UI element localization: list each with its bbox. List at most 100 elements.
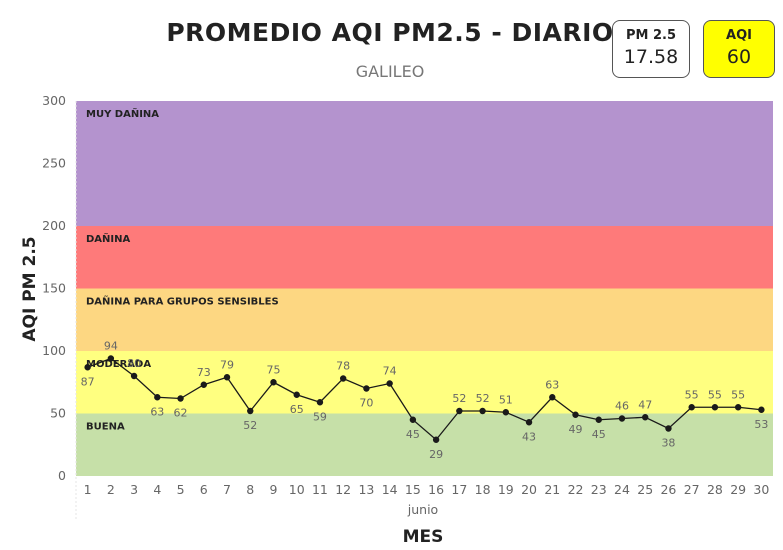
x-tick-label-20: 21 bbox=[544, 482, 560, 497]
x-tick-label-26: 27 bbox=[684, 482, 700, 497]
data-label-26: 55 bbox=[685, 388, 699, 401]
x-tick-label-29: 30 bbox=[753, 482, 769, 497]
x-axis-title: MES bbox=[403, 527, 444, 547]
x-tick-label-9: 10 bbox=[289, 482, 305, 497]
data-label-2: 80 bbox=[127, 357, 141, 370]
x-tick-label-23: 24 bbox=[614, 482, 630, 497]
x-tick-label-22: 23 bbox=[591, 482, 607, 497]
data-label-11: 78 bbox=[336, 360, 350, 373]
aqi-card-value: 60 bbox=[726, 46, 752, 68]
data-point-28 bbox=[734, 404, 742, 411]
data-point-1 bbox=[107, 355, 115, 362]
data-point-27 bbox=[711, 404, 719, 411]
data-label-28: 55 bbox=[731, 388, 745, 401]
x-tick-label-16: 17 bbox=[451, 482, 467, 497]
data-point-17 bbox=[479, 407, 486, 415]
x-tick-label-5: 6 bbox=[200, 482, 208, 497]
aqi-card-label: AQI bbox=[726, 28, 752, 43]
x-tick-label-12: 13 bbox=[358, 482, 374, 497]
x-tick-label-18: 19 bbox=[498, 482, 514, 497]
y-tick-label-0: 0 bbox=[58, 468, 66, 483]
data-point-22 bbox=[595, 416, 602, 423]
data-label-1: 94 bbox=[104, 340, 118, 353]
data-point-12 bbox=[363, 385, 370, 392]
x-tick-label-19: 20 bbox=[521, 482, 537, 497]
data-label-5: 73 bbox=[197, 366, 211, 379]
aqi-band-1 bbox=[76, 351, 773, 414]
data-label-6: 79 bbox=[220, 358, 234, 371]
data-point-18 bbox=[502, 409, 510, 416]
aqi-band-label-4: MUY DAÑINA bbox=[86, 107, 159, 120]
chart-title: PROMEDIO AQI PM2.5 - DIARIO bbox=[166, 18, 614, 47]
x-tick-label-15: 16 bbox=[428, 482, 444, 497]
x-tick-label-21: 22 bbox=[568, 482, 584, 497]
y-axis-title: AQI PM 2.5 bbox=[20, 236, 40, 341]
x-tick-label-14: 15 bbox=[405, 482, 421, 497]
data-point-11 bbox=[339, 375, 347, 382]
data-point-26 bbox=[688, 404, 695, 411]
x-tick-label-8: 9 bbox=[270, 482, 278, 497]
series-line-0 bbox=[87, 357, 762, 441]
x-tick-label-17: 18 bbox=[475, 482, 491, 497]
x-tick-label-3: 4 bbox=[153, 482, 161, 497]
aqi-band-label-2: DAÑINA PARA GRUPOS SENSIBLES bbox=[86, 295, 279, 308]
aqi-band-label-3: DAÑINA bbox=[86, 232, 130, 245]
data-point-21 bbox=[572, 411, 579, 418]
x-tick-label-27: 28 bbox=[707, 482, 723, 497]
pm25-card: PM 2.5 17.58 bbox=[612, 20, 690, 78]
y-tick-label-6: 300 bbox=[42, 93, 66, 108]
data-label-17: 52 bbox=[476, 392, 490, 405]
data-point-24 bbox=[642, 414, 649, 421]
data-label-10: 59 bbox=[313, 410, 327, 423]
data-point-8 bbox=[270, 379, 277, 386]
x-tick-label-2: 3 bbox=[130, 482, 138, 497]
data-point-14 bbox=[409, 416, 417, 423]
pm25-card-label: PM 2.5 bbox=[625, 28, 677, 43]
aqi-band-label-0: BUENA bbox=[86, 422, 125, 433]
data-point-15 bbox=[432, 436, 440, 443]
data-label-19: 43 bbox=[522, 430, 536, 443]
x-tick-label-24: 25 bbox=[637, 482, 653, 497]
y-tick-label-5: 250 bbox=[42, 156, 66, 171]
data-label-25: 38 bbox=[661, 437, 675, 450]
x-tick-label-11: 12 bbox=[335, 482, 351, 497]
data-label-3: 63 bbox=[150, 405, 164, 418]
data-label-9: 65 bbox=[290, 403, 304, 416]
x-tick-label-6: 7 bbox=[223, 482, 231, 497]
x-tick-label-10: 11 bbox=[312, 482, 328, 497]
x-tick-label-0: 1 bbox=[84, 482, 92, 497]
data-label-27: 55 bbox=[708, 388, 722, 401]
data-label-21: 49 bbox=[569, 423, 583, 436]
data-point-10 bbox=[316, 399, 324, 406]
aqi-band-0 bbox=[76, 413, 773, 476]
x-tick-label-7: 8 bbox=[246, 482, 254, 497]
x-tick-label-4: 5 bbox=[177, 482, 185, 497]
data-point-13 bbox=[386, 380, 393, 387]
data-point-6 bbox=[223, 374, 231, 381]
data-point-16 bbox=[456, 407, 463, 415]
data-label-23: 46 bbox=[615, 400, 629, 413]
chart-subtitle: GALILEO bbox=[355, 62, 425, 81]
y-tick-label-4: 200 bbox=[42, 218, 66, 233]
data-point-3 bbox=[154, 394, 161, 401]
x-tick-label-13: 14 bbox=[382, 482, 398, 497]
data-label-16: 52 bbox=[452, 392, 466, 405]
data-label-29: 53 bbox=[754, 418, 768, 431]
data-label-12: 70 bbox=[359, 397, 373, 410]
data-point-5 bbox=[200, 381, 207, 388]
pm25-card-value: 17.58 bbox=[623, 46, 679, 68]
data-point-20 bbox=[549, 394, 556, 401]
data-label-20: 63 bbox=[545, 378, 559, 391]
data-label-15: 29 bbox=[429, 448, 443, 461]
aqi-band-2 bbox=[76, 288, 773, 351]
y-tick-label-1: 50 bbox=[50, 406, 66, 421]
data-label-24: 47 bbox=[638, 398, 652, 411]
x-tick-label-28: 29 bbox=[730, 482, 746, 497]
x-axis-month-label: junio bbox=[407, 502, 438, 517]
data-point-29 bbox=[758, 406, 765, 413]
aqi-band-4 bbox=[76, 101, 773, 226]
data-label-14: 45 bbox=[406, 428, 420, 441]
x-tick-label-25: 26 bbox=[660, 482, 676, 497]
data-label-7: 52 bbox=[243, 419, 257, 432]
